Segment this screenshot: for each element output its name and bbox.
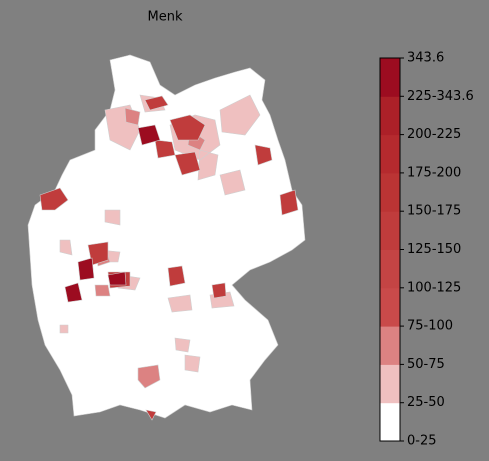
colorbar-segment bbox=[380, 96, 400, 136]
colorbar-segment bbox=[380, 134, 400, 174]
colorbar-label: 75-100 bbox=[407, 319, 453, 334]
colorbar-segment bbox=[380, 287, 400, 327]
map-title: Menk bbox=[148, 10, 183, 25]
country-outline bbox=[27, 54, 306, 419]
colorbar-label: 100-125 bbox=[407, 280, 461, 295]
germany-map bbox=[27, 54, 306, 421]
colorbar-segment bbox=[380, 211, 400, 250]
region-light bbox=[59, 94, 261, 373]
colorbar-label: 50-75 bbox=[407, 357, 445, 372]
colorbar-segment bbox=[380, 326, 400, 365]
colorbar-label: 225-343.6 bbox=[407, 89, 474, 104]
colorbar-segment bbox=[380, 364, 400, 404]
colorbar-segment bbox=[380, 402, 400, 442]
colorbar-label: 25-50 bbox=[407, 395, 445, 410]
colorbar-label: 125-150 bbox=[407, 242, 461, 257]
colorbar-label: 150-175 bbox=[407, 204, 461, 219]
colorbar-segment bbox=[380, 172, 400, 212]
colorbar: 0-25 25-50 50-75 75-100 100-125 125-150 150-17… bbox=[379, 51, 474, 449]
colorbar-label: 175-200 bbox=[407, 165, 461, 180]
colorbar-segment bbox=[380, 58, 400, 97]
region-darkest bbox=[64, 124, 161, 303]
colorbar-label: 200-225 bbox=[407, 127, 461, 142]
colorbar-label: 0-25 bbox=[407, 434, 437, 449]
colorbar-label: 343.6 bbox=[407, 51, 444, 66]
colorbar-segment bbox=[380, 249, 400, 289]
